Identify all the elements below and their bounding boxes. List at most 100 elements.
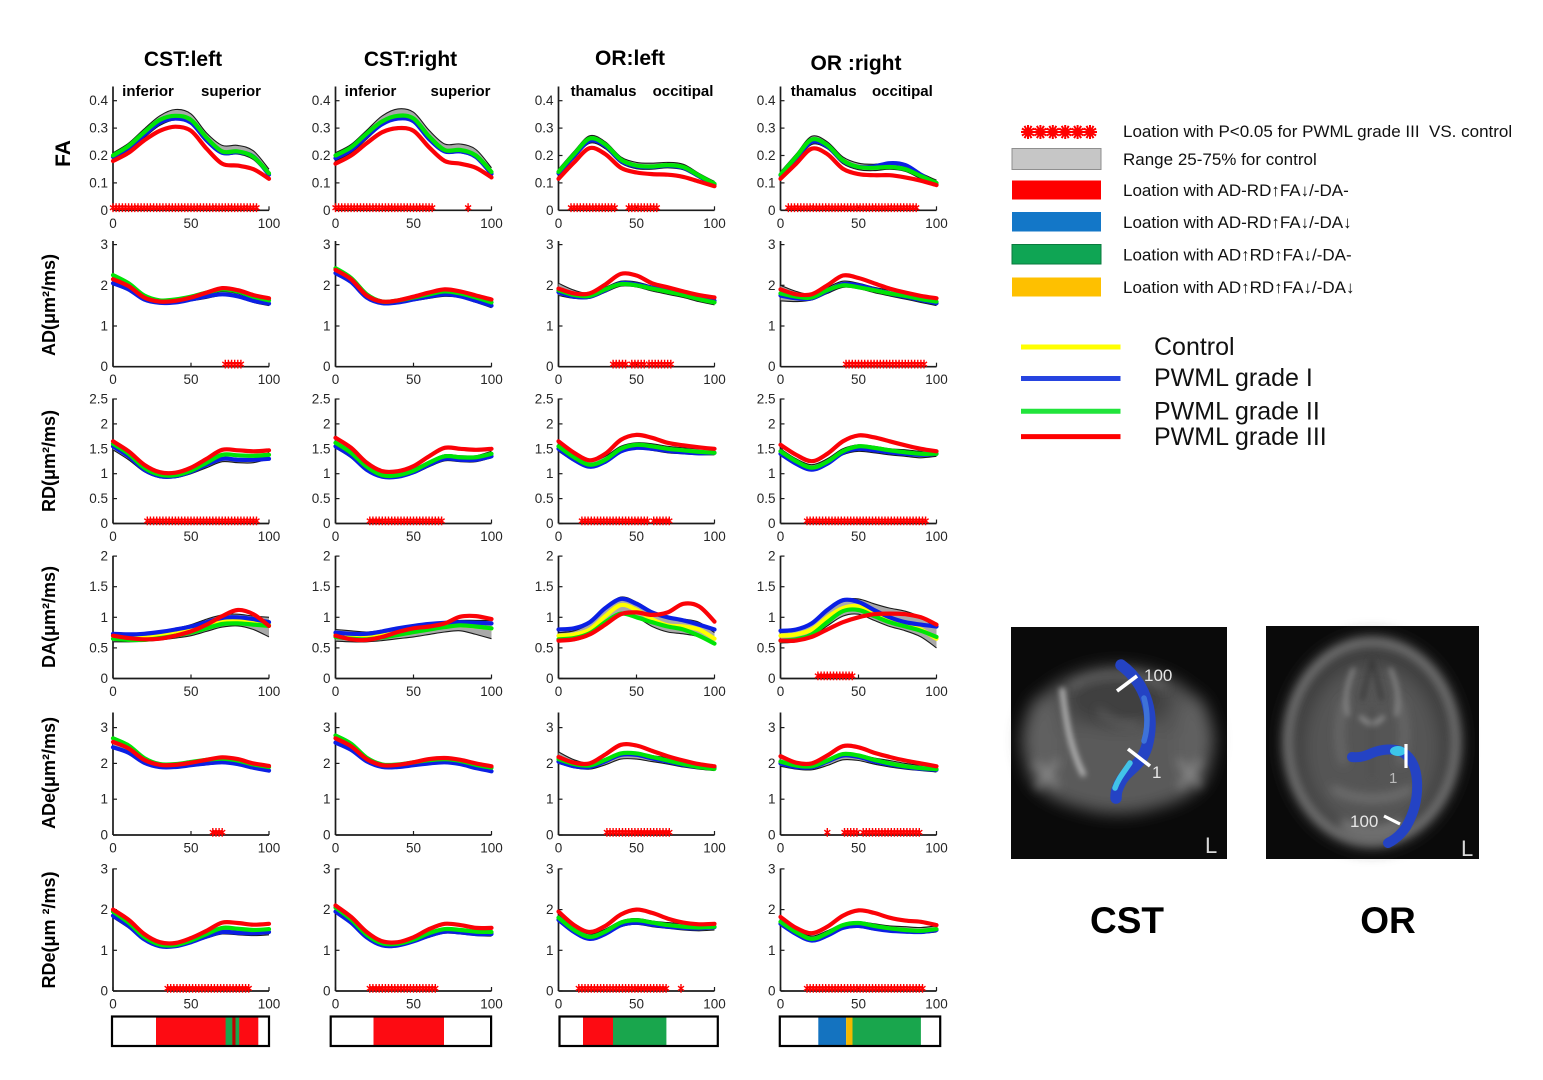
svg-text:2: 2 — [768, 416, 776, 431]
svg-text:100: 100 — [480, 997, 503, 1012]
svg-text:100: 100 — [925, 372, 948, 387]
svg-text:100: 100 — [925, 997, 948, 1012]
svg-text:2: 2 — [768, 549, 776, 564]
svg-text:0: 0 — [109, 372, 117, 387]
svg-text:1.5: 1.5 — [757, 441, 776, 456]
svg-text:100: 100 — [258, 216, 281, 231]
svg-text:50: 50 — [183, 529, 198, 544]
svg-text:1.5: 1.5 — [757, 579, 776, 594]
svg-text:0: 0 — [323, 359, 331, 374]
svg-text:PWML grade I: PWML grade I — [1154, 364, 1313, 392]
svg-text:superior: superior — [201, 83, 261, 100]
svg-text:100: 100 — [258, 372, 281, 387]
svg-text:50: 50 — [851, 529, 866, 544]
svg-text:0.3: 0.3 — [89, 121, 108, 136]
svg-text:100: 100 — [703, 841, 726, 856]
svg-text:CST: CST — [1090, 900, 1164, 941]
svg-text:thamalus: thamalus — [571, 83, 637, 100]
svg-text:100: 100 — [703, 216, 726, 231]
svg-text:3: 3 — [323, 720, 331, 735]
svg-text:2.5: 2.5 — [535, 392, 554, 407]
svg-text:3: 3 — [100, 861, 108, 876]
svg-text:0.1: 0.1 — [535, 175, 554, 190]
svg-text:2.5: 2.5 — [757, 392, 776, 407]
svg-text:100: 100 — [1350, 812, 1378, 831]
svg-text:2: 2 — [546, 902, 554, 917]
svg-text:50: 50 — [406, 529, 421, 544]
svg-text:RD(μm²/ms): RD(μm²/ms) — [39, 410, 59, 512]
svg-text:100: 100 — [925, 216, 948, 231]
svg-text:0.2: 0.2 — [535, 148, 554, 163]
svg-text:RDe(μm ²/ms): RDe(μm ²/ms) — [39, 871, 59, 988]
svg-text:3: 3 — [768, 861, 776, 876]
svg-text:1.5: 1.5 — [89, 579, 108, 594]
svg-text:OR :right: OR :right — [811, 52, 902, 75]
svg-text:50: 50 — [629, 372, 644, 387]
svg-text:100: 100 — [258, 997, 281, 1012]
svg-text:0: 0 — [546, 359, 554, 374]
svg-text:2: 2 — [768, 278, 776, 293]
svg-text:0.3: 0.3 — [535, 121, 554, 136]
svg-text:1: 1 — [100, 943, 108, 958]
svg-text:1: 1 — [768, 792, 776, 807]
svg-text:0: 0 — [777, 529, 785, 544]
svg-text:50: 50 — [851, 997, 866, 1012]
svg-text:2: 2 — [323, 416, 331, 431]
svg-text:0: 0 — [555, 841, 563, 856]
svg-text:50: 50 — [629, 529, 644, 544]
svg-text:0: 0 — [332, 372, 340, 387]
svg-text:FA: FA — [52, 140, 75, 167]
svg-text:50: 50 — [851, 372, 866, 387]
svg-text:0: 0 — [323, 671, 331, 686]
svg-text:2: 2 — [100, 278, 108, 293]
svg-text:0: 0 — [546, 516, 554, 531]
svg-text:0: 0 — [768, 359, 776, 374]
svg-text:1.5: 1.5 — [312, 579, 331, 594]
svg-text:0.5: 0.5 — [89, 491, 108, 506]
svg-text:0: 0 — [546, 828, 554, 843]
svg-text:PWML grade II: PWML grade II — [1154, 398, 1320, 426]
svg-text:50: 50 — [851, 684, 866, 699]
svg-text:0: 0 — [555, 684, 563, 699]
svg-text:0.4: 0.4 — [535, 93, 554, 108]
svg-text:CST:left: CST:left — [144, 48, 222, 71]
svg-text:0: 0 — [555, 216, 563, 231]
svg-text:100: 100 — [480, 684, 503, 699]
svg-text:2.5: 2.5 — [312, 392, 331, 407]
svg-text:0.4: 0.4 — [757, 93, 776, 108]
svg-text:0: 0 — [768, 828, 776, 843]
svg-text:0.5: 0.5 — [757, 491, 776, 506]
svg-text:2: 2 — [100, 416, 108, 431]
svg-text:DA(μm²/ms): DA(μm²/ms) — [39, 566, 59, 668]
svg-text:100: 100 — [925, 529, 948, 544]
svg-text:50: 50 — [629, 841, 644, 856]
svg-text:1: 1 — [323, 466, 331, 481]
svg-text:Loation with P<0.05 for PWML g: Loation with P<0.05 for PWML grade III V… — [1123, 122, 1512, 141]
svg-text:inferior: inferior — [345, 83, 397, 100]
svg-text:1: 1 — [768, 943, 776, 958]
svg-text:1: 1 — [323, 792, 331, 807]
svg-text:100: 100 — [925, 841, 948, 856]
svg-text:2: 2 — [323, 902, 331, 917]
svg-text:0: 0 — [777, 684, 785, 699]
svg-text:100: 100 — [1144, 666, 1172, 685]
svg-text:50: 50 — [183, 216, 198, 231]
svg-text:100: 100 — [703, 997, 726, 1012]
svg-text:100: 100 — [480, 216, 503, 231]
svg-text:50: 50 — [406, 841, 421, 856]
svg-text:0.5: 0.5 — [312, 640, 331, 655]
svg-text:Range 25-75% for control: Range 25-75% for control — [1123, 150, 1317, 169]
svg-text:100: 100 — [703, 529, 726, 544]
svg-text:2: 2 — [546, 416, 554, 431]
svg-text:0: 0 — [332, 841, 340, 856]
svg-text:50: 50 — [629, 684, 644, 699]
svg-text:50: 50 — [851, 841, 866, 856]
svg-text:1: 1 — [546, 466, 554, 481]
svg-text:3: 3 — [323, 861, 331, 876]
svg-text:0: 0 — [323, 828, 331, 843]
svg-text:50: 50 — [406, 684, 421, 699]
svg-text:1: 1 — [323, 943, 331, 958]
svg-text:0.4: 0.4 — [89, 93, 108, 108]
svg-text:0: 0 — [777, 997, 785, 1012]
svg-text:2: 2 — [768, 902, 776, 917]
